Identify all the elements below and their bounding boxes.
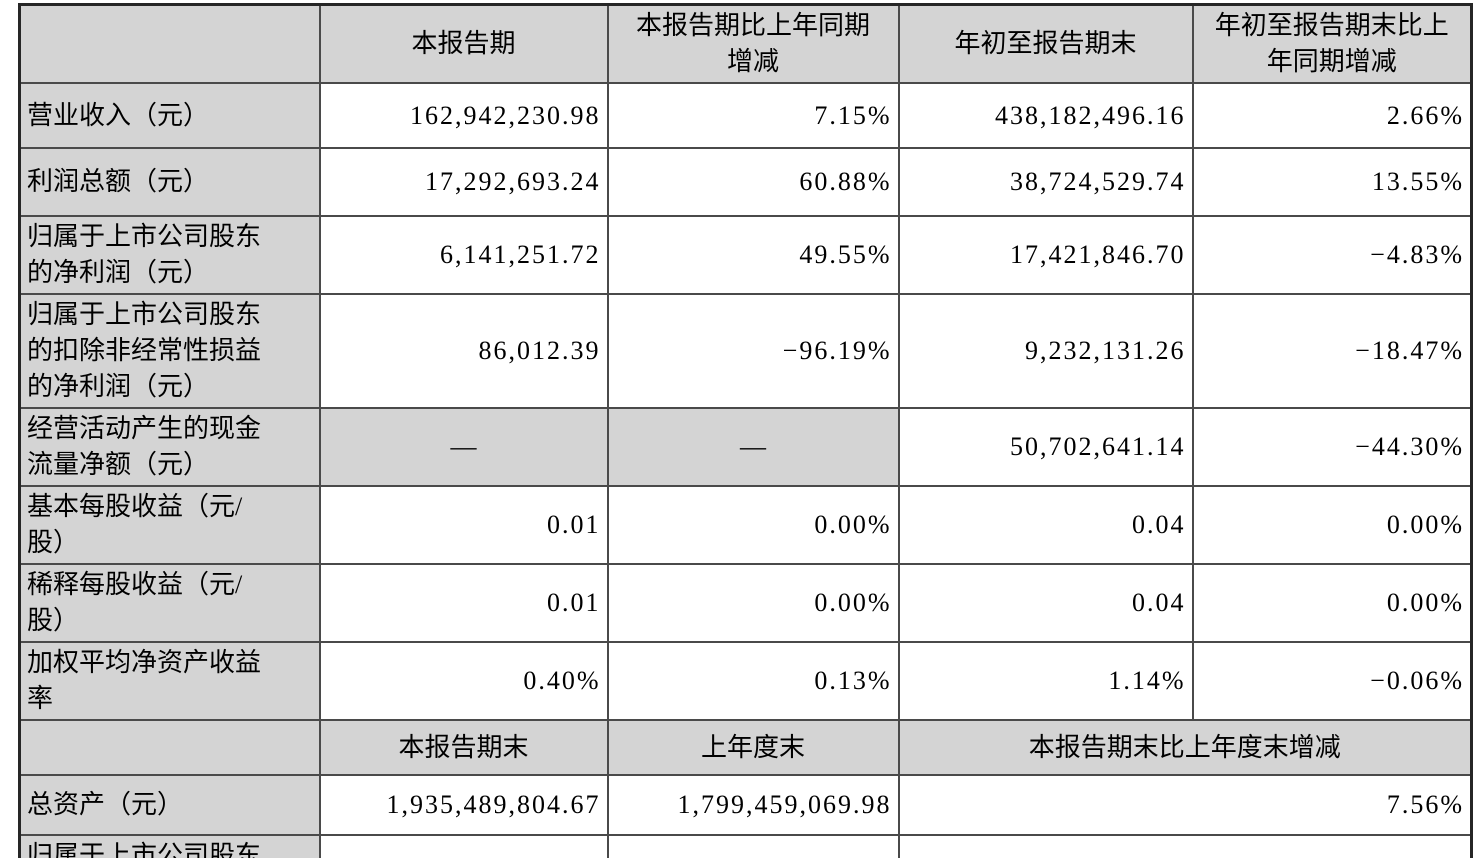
table-header-row-top: 本报告期 本报告期比上年同期 增减 年初至报告期末 年初至报告期末比上 年同期增… xyxy=(18,3,1473,84)
header-cell-blank xyxy=(18,719,321,776)
financial-summary-table: 本报告期 本报告期比上年同期 增减 年初至报告期末 年初至报告期末比上 年同期增… xyxy=(18,3,1473,858)
row-label: 归属于上市公司股东 的净利润（元） xyxy=(18,215,321,295)
value-cell: 1.02% xyxy=(897,834,1473,858)
row-label: 归属于上市公司股东 的扣除非经常性损益 的净利润（元） xyxy=(18,293,321,409)
value-cell: 0.00% xyxy=(606,485,900,565)
value-cell: 1,526,928,753.11 xyxy=(606,834,900,858)
header-cell-current-period: 本报告期 xyxy=(318,3,609,84)
value-cell: 13.55% xyxy=(1191,147,1473,217)
row-label: 营业收入（元） xyxy=(18,82,321,149)
value-cell: 7.56% xyxy=(897,774,1473,836)
header-cell-blank xyxy=(18,3,321,84)
value-cell: 0.40% xyxy=(318,641,609,721)
table-row-operating-revenue: 营业收入（元） 162,942,230.98 7.15% 438,182,496… xyxy=(18,82,1473,149)
value-cell: 1,935,489,804.67 xyxy=(318,774,609,836)
value-cell: 0.01 xyxy=(318,563,609,643)
header-cell-prior-year-end: 上年度末 xyxy=(606,719,900,776)
value-cell: 6,141,251.72 xyxy=(318,215,609,295)
value-cell: 0.04 xyxy=(897,485,1194,565)
value-cell: 1,799,459,069.98 xyxy=(606,774,900,836)
dash-cell: — xyxy=(318,407,609,487)
value-cell: −0.06% xyxy=(1191,641,1473,721)
table-row-operating-cash-flow: 经营活动产生的现金 流量净额（元） — — 50,702,641.14 −44.… xyxy=(18,407,1473,487)
value-cell: 0.00% xyxy=(1191,563,1473,643)
value-cell: 0.04 xyxy=(897,563,1194,643)
row-label: 基本每股收益（元/ 股） xyxy=(18,485,321,565)
table-row-diluted-eps: 稀释每股收益（元/ 股） 0.01 0.00% 0.04 0.00% xyxy=(18,563,1473,643)
value-cell: 438,182,496.16 xyxy=(897,82,1194,149)
header-cell-ytd: 年初至报告期末 xyxy=(897,3,1194,84)
value-cell: 0.00% xyxy=(606,563,900,643)
value-cell: 1.14% xyxy=(897,641,1194,721)
table-row-basic-eps: 基本每股收益（元/ 股） 0.01 0.00% 0.04 0.00% xyxy=(18,485,1473,565)
row-label: 加权平均净资产收益 率 xyxy=(18,641,321,721)
table-row-total-profit: 利润总额（元） 17,292,693.24 60.88% 38,724,529.… xyxy=(18,147,1473,217)
row-label: 稀释每股收益（元/ 股） xyxy=(18,563,321,643)
table-header-row-bottom: 本报告期末 上年度末 本报告期末比上年度末增减 xyxy=(18,719,1473,776)
value-cell: 162,942,230.98 xyxy=(318,82,609,149)
header-cell-period-end-change: 本报告期末比上年度末增减 xyxy=(897,719,1473,776)
value-cell: 0.00% xyxy=(1191,485,1473,565)
table-row-owners-equity: 归属于上市公司股东 的所有者权益（元） 1,542,480,103.55 1,5… xyxy=(18,834,1473,858)
table-row-weighted-avg-roe: 加权平均净资产收益 率 0.40% 0.13% 1.14% −0.06% xyxy=(18,641,1473,721)
row-label: 利润总额（元） xyxy=(18,147,321,217)
table-row-net-profit-excl-nonrecurring: 归属于上市公司股东 的扣除非经常性损益 的净利润（元） 86,012.39 −9… xyxy=(18,293,1473,409)
row-label: 归属于上市公司股东 的所有者权益（元） xyxy=(18,834,321,858)
header-cell-ytd-yoy-change: 年初至报告期末比上 年同期增减 xyxy=(1191,3,1473,84)
value-cell: 7.15% xyxy=(606,82,900,149)
value-cell: 50,702,641.14 xyxy=(897,407,1194,487)
row-label: 总资产（元） xyxy=(18,774,321,836)
table-row-total-assets: 总资产（元） 1,935,489,804.67 1,799,459,069.98… xyxy=(18,774,1473,836)
value-cell: −96.19% xyxy=(606,293,900,409)
value-cell: 2.66% xyxy=(1191,82,1473,149)
value-cell: −4.83% xyxy=(1191,215,1473,295)
value-cell: 0.01 xyxy=(318,485,609,565)
header-cell-yoy-change: 本报告期比上年同期 增减 xyxy=(606,3,900,84)
value-cell: −18.47% xyxy=(1191,293,1473,409)
dash-cell: — xyxy=(606,407,900,487)
value-cell: 17,292,693.24 xyxy=(318,147,609,217)
value-cell: 0.13% xyxy=(606,641,900,721)
value-cell: 38,724,529.74 xyxy=(897,147,1194,217)
table-row-net-profit: 归属于上市公司股东 的净利润（元） 6,141,251.72 49.55% 17… xyxy=(18,215,1473,295)
value-cell: 17,421,846.70 xyxy=(897,215,1194,295)
value-cell: 9,232,131.26 xyxy=(897,293,1194,409)
value-cell: 49.55% xyxy=(606,215,900,295)
value-cell: 86,012.39 xyxy=(318,293,609,409)
header-cell-period-end: 本报告期末 xyxy=(318,719,609,776)
value-cell: 60.88% xyxy=(606,147,900,217)
row-label: 经营活动产生的现金 流量净额（元） xyxy=(18,407,321,487)
value-cell: 1,542,480,103.55 xyxy=(318,834,609,858)
value-cell: −44.30% xyxy=(1191,407,1473,487)
